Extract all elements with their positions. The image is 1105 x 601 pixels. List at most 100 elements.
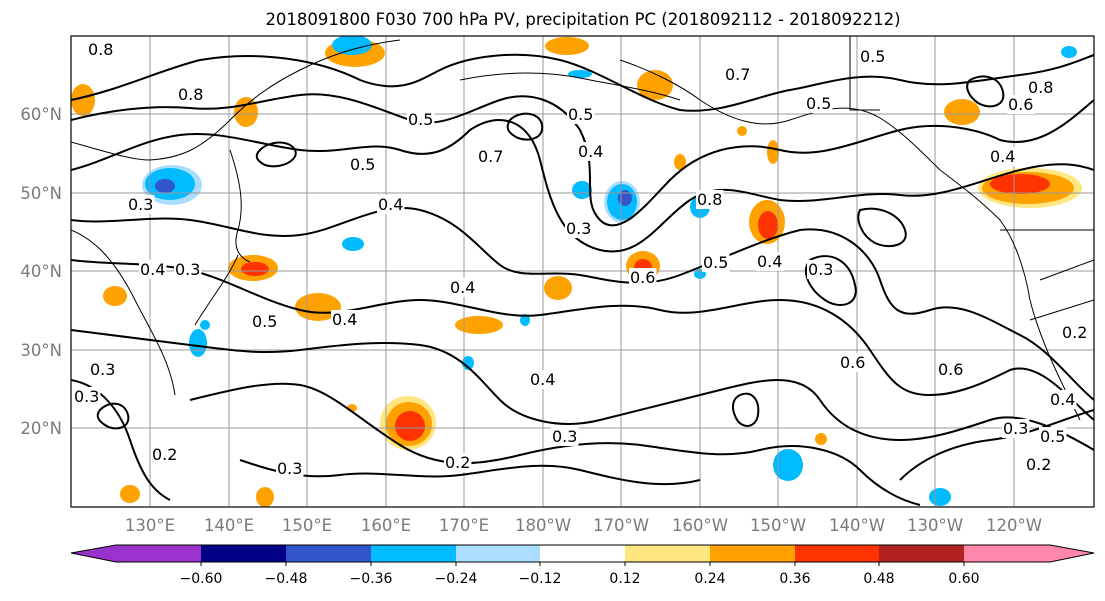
pv-contour-label-bg <box>565 219 593 238</box>
lon-label: 130°W <box>907 516 963 535</box>
colorbar-ticklabel: 0.24 <box>694 571 725 587</box>
precip-negative-patch <box>200 320 210 330</box>
colorbar-ticklabel: 0.12 <box>609 571 640 587</box>
pv-contour-label-bg <box>937 360 965 379</box>
pv-contour-label-bg <box>349 155 377 174</box>
colorbar-segment <box>710 545 795 562</box>
lon-label: 170°W <box>593 516 649 535</box>
precip-positive-patch <box>395 411 425 441</box>
colorbar-ticklabel: 0.36 <box>779 571 810 587</box>
pv-contour-label: 0.4 <box>140 260 165 279</box>
pv-contour-label: 0.3 <box>552 427 577 446</box>
lat-label: 60°N <box>20 105 62 124</box>
precip-positive-patch <box>234 97 258 127</box>
pv-contour-closed <box>731 392 760 427</box>
colorbar-segment <box>964 545 1094 562</box>
colorbar-segment <box>371 545 456 562</box>
pv-contour-label: 0.5 <box>703 253 728 272</box>
colorbar-segment <box>795 545 879 562</box>
lon-label: 120°W <box>986 516 1042 535</box>
pv-contour <box>71 53 1094 112</box>
pv-contour-label-bg <box>696 190 724 209</box>
precip-positive-patch <box>71 84 95 116</box>
lat-labels: 60°N 50°N 40°N 30°N 20°N <box>20 105 62 438</box>
pv-contour-label-bg <box>529 370 557 389</box>
pv-contour-label-bg <box>139 260 167 279</box>
pv-contour-label: 0.4 <box>578 142 603 161</box>
lon-label: 170°E <box>439 516 489 535</box>
colorbar-outline <box>70 544 1095 563</box>
coastlines <box>71 36 1094 421</box>
lon-labels: 130°E 140°E 150°E 160°E 170°E 180°W 170°… <box>125 516 1042 535</box>
pv-contour-closed <box>506 112 544 141</box>
pv-contour-label: 0.7 <box>725 65 750 84</box>
pv-contours <box>71 53 1094 506</box>
pv-contour-label: 0.8 <box>88 40 113 59</box>
border-us-state <box>1029 299 1094 321</box>
pv-contour <box>71 207 1094 401</box>
pv-contour <box>899 409 1094 481</box>
pv-contour-label-bg <box>87 40 115 59</box>
pv-contour-label-bg <box>407 110 435 129</box>
pv-contour-label: 0.4 <box>450 278 475 297</box>
pv-contour-label: 0.3 <box>1003 419 1028 438</box>
pv-contour-label: 0.4 <box>757 252 782 271</box>
colorbar-segment <box>879 545 964 562</box>
lon-label: 180°W <box>515 516 571 535</box>
pv-contour-label-bg <box>567 105 595 124</box>
colorbar-segment <box>71 545 201 562</box>
pv-contour-label: 0.6 <box>938 360 963 379</box>
precip-positive-patch <box>737 126 747 136</box>
pv-contour-label-bg <box>1061 323 1089 342</box>
pv-contour-label-bg <box>177 85 205 104</box>
coastline-north-america <box>939 169 1081 421</box>
colorbar-segment <box>540 545 625 562</box>
pv-contour-label-bg <box>251 312 279 331</box>
pv-contour-label-bg <box>174 260 202 279</box>
colorbar-segment <box>286 545 371 562</box>
pv-contour-closed <box>96 402 130 430</box>
pv-contour-label-bg <box>151 445 179 464</box>
pv-contour-label-bg <box>377 195 405 214</box>
lon-label: 160°E <box>361 516 411 535</box>
pv-contour-label: 0.8 <box>178 85 203 104</box>
coastline-alaska <box>619 59 941 171</box>
pv-contour-label: 0.2 <box>445 453 470 472</box>
pv-contour-label: 0.2 <box>152 445 177 464</box>
pv-contour-label-bg <box>702 253 730 272</box>
precip-negative-patch <box>189 329 207 357</box>
pv-contour-label: 0.4 <box>378 195 403 214</box>
pv-contour-label: 0.5 <box>860 47 885 66</box>
pv-contour <box>71 93 1094 227</box>
precip-positive-patch <box>544 276 572 300</box>
pv-contour-label: 0.4 <box>332 310 357 329</box>
lat-label: 20°N <box>20 419 62 438</box>
colorbar-tickmarks <box>200 562 965 566</box>
pv-contour-label: 0.4 <box>1050 390 1075 409</box>
precip-positive-patch <box>767 140 779 164</box>
precip-positive-patch <box>944 99 980 125</box>
precip-negative-patch <box>929 488 951 506</box>
pv-contour <box>71 119 1094 253</box>
pv-contour-label-bg <box>449 278 477 297</box>
colorbar: −0.60 −0.48 −0.36 −0.24 −0.12 0.12 0.24 … <box>70 544 1095 587</box>
precip-negative-patch <box>568 70 592 78</box>
lat-label: 30°N <box>20 341 62 360</box>
map-panel: 0.8 0.8 0.5 0.5 0.5 0.5 0.7 0.7 0.5 0.4 … <box>70 35 1095 508</box>
pv-contour-label-bg <box>1049 390 1077 409</box>
pv-contour-label: 0.8 <box>697 190 722 209</box>
pv-contour-label-bg <box>1039 427 1067 446</box>
colorbar-segment <box>201 545 286 562</box>
colorbar-ticklabel: 0.48 <box>863 571 894 587</box>
precip-negative-patch <box>155 179 175 193</box>
pv-contour-label-bg <box>127 195 155 214</box>
pv-contour-label: 0.5 <box>568 105 593 124</box>
pv-contour-labels: 0.8 0.8 0.5 0.5 0.5 0.5 0.7 0.7 0.5 0.4 … <box>73 40 1089 478</box>
pv-contour-label: 0.6 <box>630 268 655 287</box>
pv-contour-label-bg <box>73 387 101 406</box>
pv-contour-label: 0.3 <box>175 260 200 279</box>
pv-contour-label-bg <box>1002 419 1030 438</box>
lon-label: 140°E <box>204 516 254 535</box>
pv-contour-label: 0.3 <box>566 219 591 238</box>
